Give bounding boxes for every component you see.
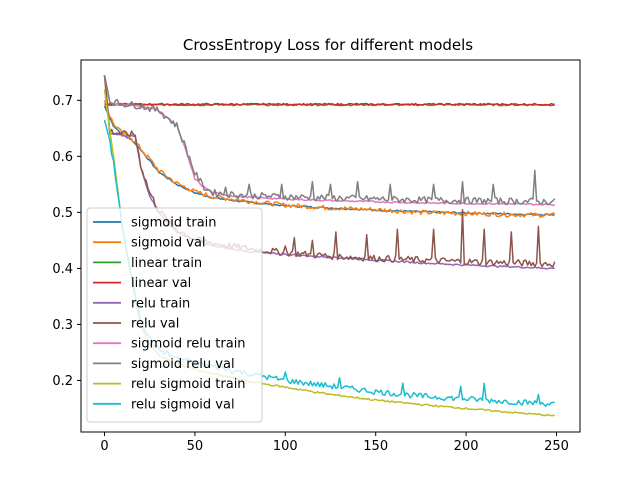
legend-label-5: relu val [131, 317, 179, 332]
y-tick-label-2: 0.4 [52, 262, 73, 277]
y-tick-label-1: 0.3 [52, 318, 73, 333]
y-tick-label-0: 0.2 [52, 374, 73, 389]
x-tick-label-4: 200 [454, 439, 479, 454]
legend-label-3: linear val [131, 276, 191, 291]
series-line-3 [104, 102, 555, 106]
legend-label-8: relu sigmoid train [131, 377, 246, 392]
x-tick-label-5: 250 [544, 439, 569, 454]
legend-label-6: sigmoid relu train [131, 337, 246, 352]
y-tick-label-4: 0.6 [52, 150, 73, 165]
chart-title: CrossEntropy Loss for different models [183, 36, 473, 54]
legend-label-4: relu train [131, 296, 190, 311]
legend-label-9: relu sigmoid val [131, 397, 235, 412]
legend-label-2: linear train [131, 256, 202, 271]
x-tick-label-2: 100 [273, 439, 298, 454]
x-tick-label-0: 0 [100, 439, 108, 454]
legend-box [86, 207, 263, 423]
series-line-1 [103, 100, 555, 218]
legend-label-1: sigmoid val [131, 236, 206, 251]
series-line-7 [103, 74, 556, 206]
axes: 0 50 100 150 200 250 0.2 0.3 0.4 0.5 0.6 0.7 [52, 59, 581, 454]
y-tick-label-3: 0.5 [52, 206, 73, 221]
y-tick-label-5: 0.7 [52, 94, 73, 109]
x-tick-label-1: 50 [187, 439, 204, 454]
legend-label-7: sigmoid relu val [131, 357, 235, 372]
plot-frame [80, 59, 581, 433]
legend: sigmoid train sigmoid val linear train line… [86, 207, 263, 423]
x-tick-label-3: 150 [363, 439, 388, 454]
legend-label-0: sigmoid train [131, 216, 217, 231]
